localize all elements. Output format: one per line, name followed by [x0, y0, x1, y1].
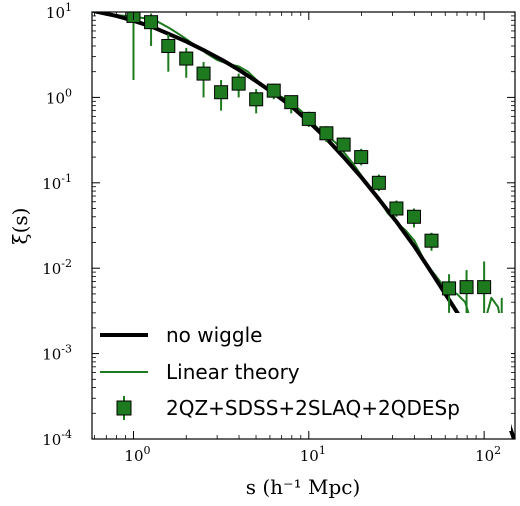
legend-label-linear-theory: Linear theory — [166, 360, 300, 384]
x-tick-label: 100 — [124, 444, 150, 465]
data-point — [214, 85, 229, 100]
plot-frame — [91, 11, 516, 440]
y-tick-label: 101 — [46, 1, 72, 22]
data-point — [301, 111, 316, 126]
legend-label-data: 2QZ+SDSS+2SLAQ+2QDESp — [166, 396, 460, 420]
y-tick-label: 10-2 — [42, 257, 72, 278]
x-axis-label: s (h⁻¹ Mpc) — [246, 475, 361, 499]
data-point — [336, 137, 351, 152]
legend-swatch-marker — [116, 400, 132, 416]
data-point — [389, 201, 404, 216]
data-point — [424, 233, 439, 248]
data-point — [266, 83, 281, 98]
data-point — [459, 280, 474, 295]
y-tick-label: 10-4 — [42, 428, 72, 449]
data-point — [231, 76, 246, 91]
y-axis-label: ξ(s) — [8, 208, 32, 245]
data-point — [406, 209, 421, 224]
data-point — [249, 92, 264, 107]
data-point — [442, 281, 457, 296]
data-point — [319, 126, 334, 141]
data-point — [477, 280, 492, 295]
data-point — [284, 95, 299, 110]
data-point — [144, 15, 159, 30]
y-tick-label: 10-3 — [42, 343, 72, 364]
data-point — [179, 51, 194, 66]
y-tick-label: 10-1 — [42, 172, 72, 193]
y-tick-label: 100 — [46, 86, 72, 107]
data-point — [196, 66, 211, 81]
data-point — [371, 175, 386, 190]
x-tick-label: 102 — [475, 444, 501, 465]
x-tick-label: 101 — [300, 444, 326, 465]
data-point — [161, 38, 176, 53]
legend-box — [99, 313, 511, 431]
data-point — [354, 150, 369, 165]
legend-label-no-wiggle: no wiggle — [166, 323, 262, 347]
